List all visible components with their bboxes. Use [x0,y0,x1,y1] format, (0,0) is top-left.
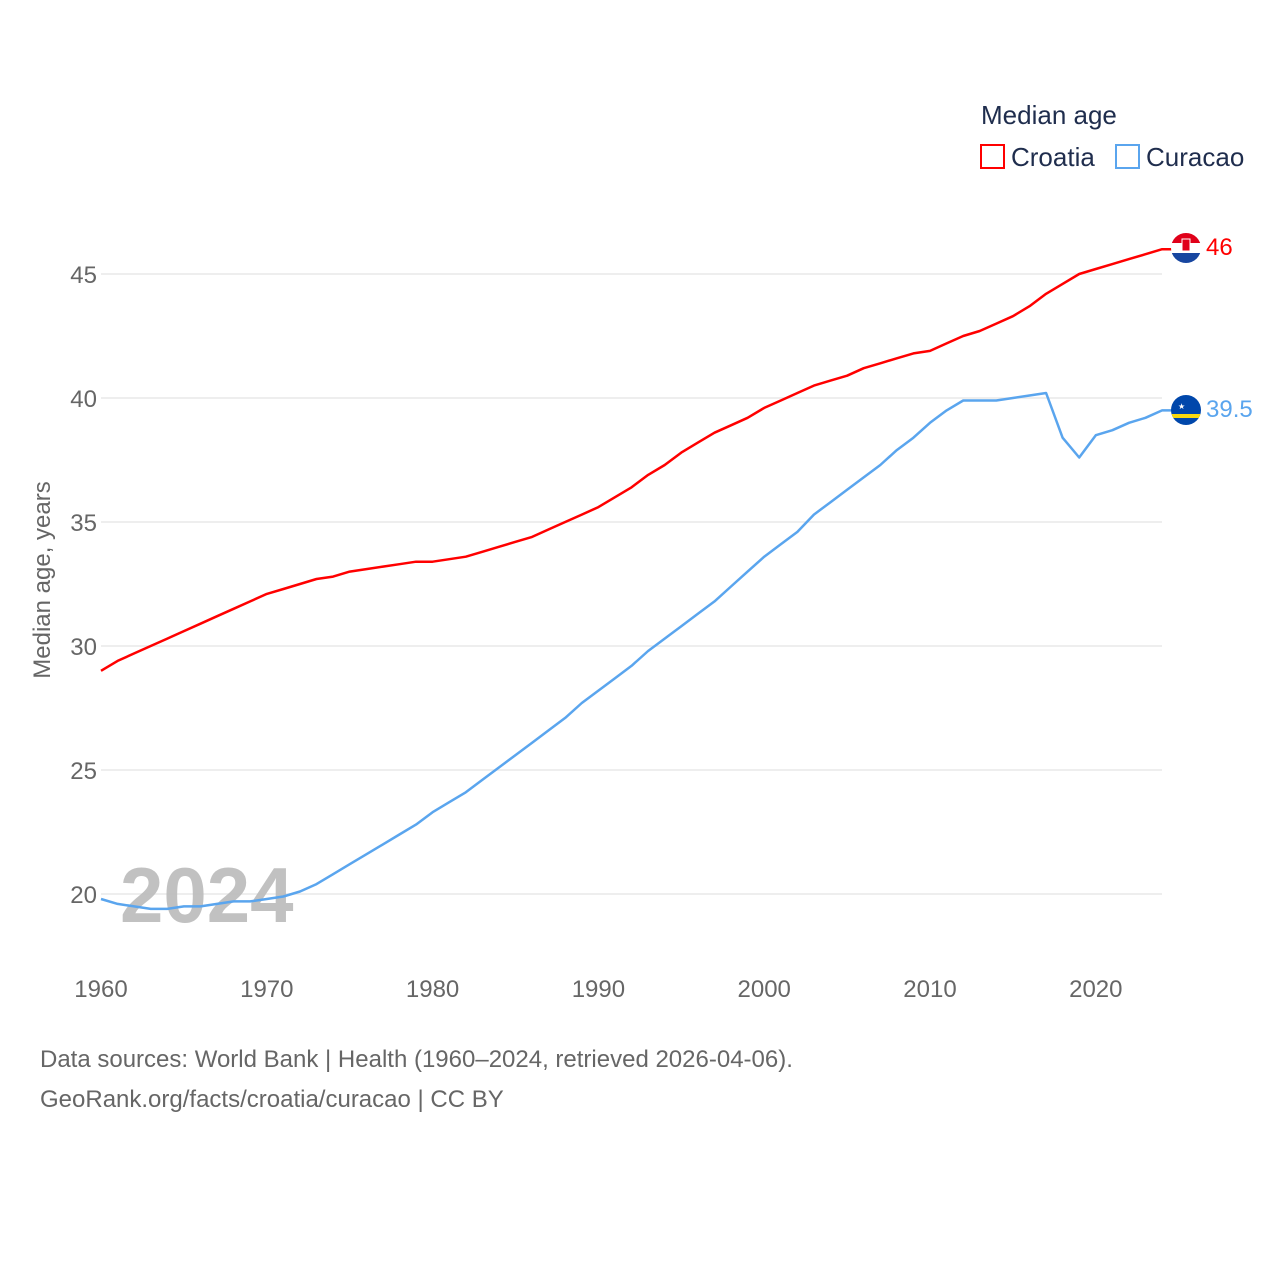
y-tick-label: 25 [70,758,97,785]
series-line-curacao [100,391,1173,911]
y-tick-label: 35 [70,510,97,537]
y-axis-label: Median age, years [29,481,56,678]
series-line-croatia [100,247,1173,672]
end-label-curacao: 39.5 [1206,396,1253,423]
svg-text:★: ★ [1178,402,1185,411]
x-tick-label: 1980 [406,976,459,1003]
data-source-text: Data sources: World Bank | Health (1960–… [40,1046,793,1073]
x-tick-label: 1990 [572,976,625,1003]
y-tick-label: 40 [70,386,97,413]
legend-title: Median age [981,100,1117,130]
y-tick-label: 30 [70,634,97,661]
croatia-flag-icon [1171,233,1201,263]
attribution-link[interactable]: GeoRank.org/facts/croatia/curacao | CC B… [40,1086,504,1113]
legend-swatch-curacao [1115,144,1140,169]
end-label-croatia: 46 [1206,234,1233,261]
legend-label-curacao: Curacao [1146,142,1244,172]
legend-label-croatia: Croatia [1011,142,1095,172]
legend-swatch-croatia [980,144,1005,169]
curacao-flag-icon: ★ [1171,395,1201,425]
legend-item-curacao[interactable]: Curacao [1115,142,1244,172]
x-tick-label: 1970 [240,976,293,1003]
legend-item-croatia[interactable]: Croatia [980,142,1095,172]
x-tick-label: 2020 [1069,976,1122,1003]
x-tick-label: 1960 [74,976,127,1003]
y-tick-label: 45 [70,262,97,289]
y-tick-label: 20 [70,882,97,909]
year-watermark: 2024 [120,851,294,939]
x-tick-label: 2010 [903,976,956,1003]
x-tick-label: 2000 [738,976,791,1003]
